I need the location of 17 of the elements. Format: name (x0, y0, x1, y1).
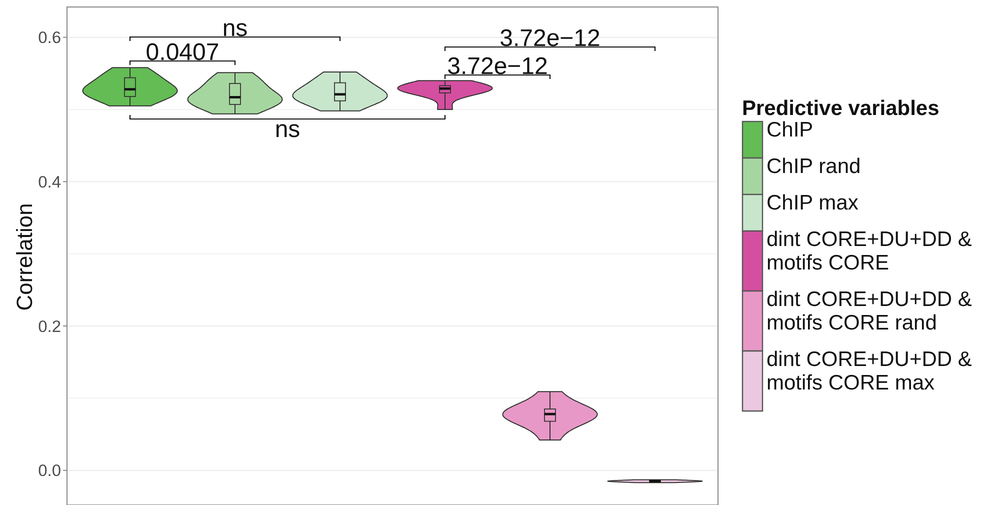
legend-label: ChIP max (766, 192, 859, 214)
legend-title: Predictive variables (742, 97, 940, 120)
annotation: 3.72e−12 (447, 53, 548, 80)
legend-label: ChIP rand (766, 155, 861, 178)
y-tick-label: 0.6 (38, 29, 61, 48)
legend-label: dint CORE+DU+DD & motifs CORE rand (766, 288, 972, 334)
legend-label: dint CORE+DU+DD & motifs CORE (766, 228, 972, 274)
annotation: ns (274, 116, 300, 143)
y-tick-label: 0.4 (38, 173, 61, 192)
annotation: 3.72e−12 (500, 25, 600, 52)
legend-label: ChIP (766, 118, 814, 142)
y-axis-title: Correlation (12, 203, 37, 311)
annotation: 0.0407 (146, 39, 220, 66)
y-tick-label: 0.2 (38, 318, 61, 336)
annotation: ns (222, 15, 248, 42)
y-tick-label: 0.0 (38, 462, 61, 480)
legend-label: dint CORE+DU+DD & motifs CORE max (766, 348, 972, 394)
